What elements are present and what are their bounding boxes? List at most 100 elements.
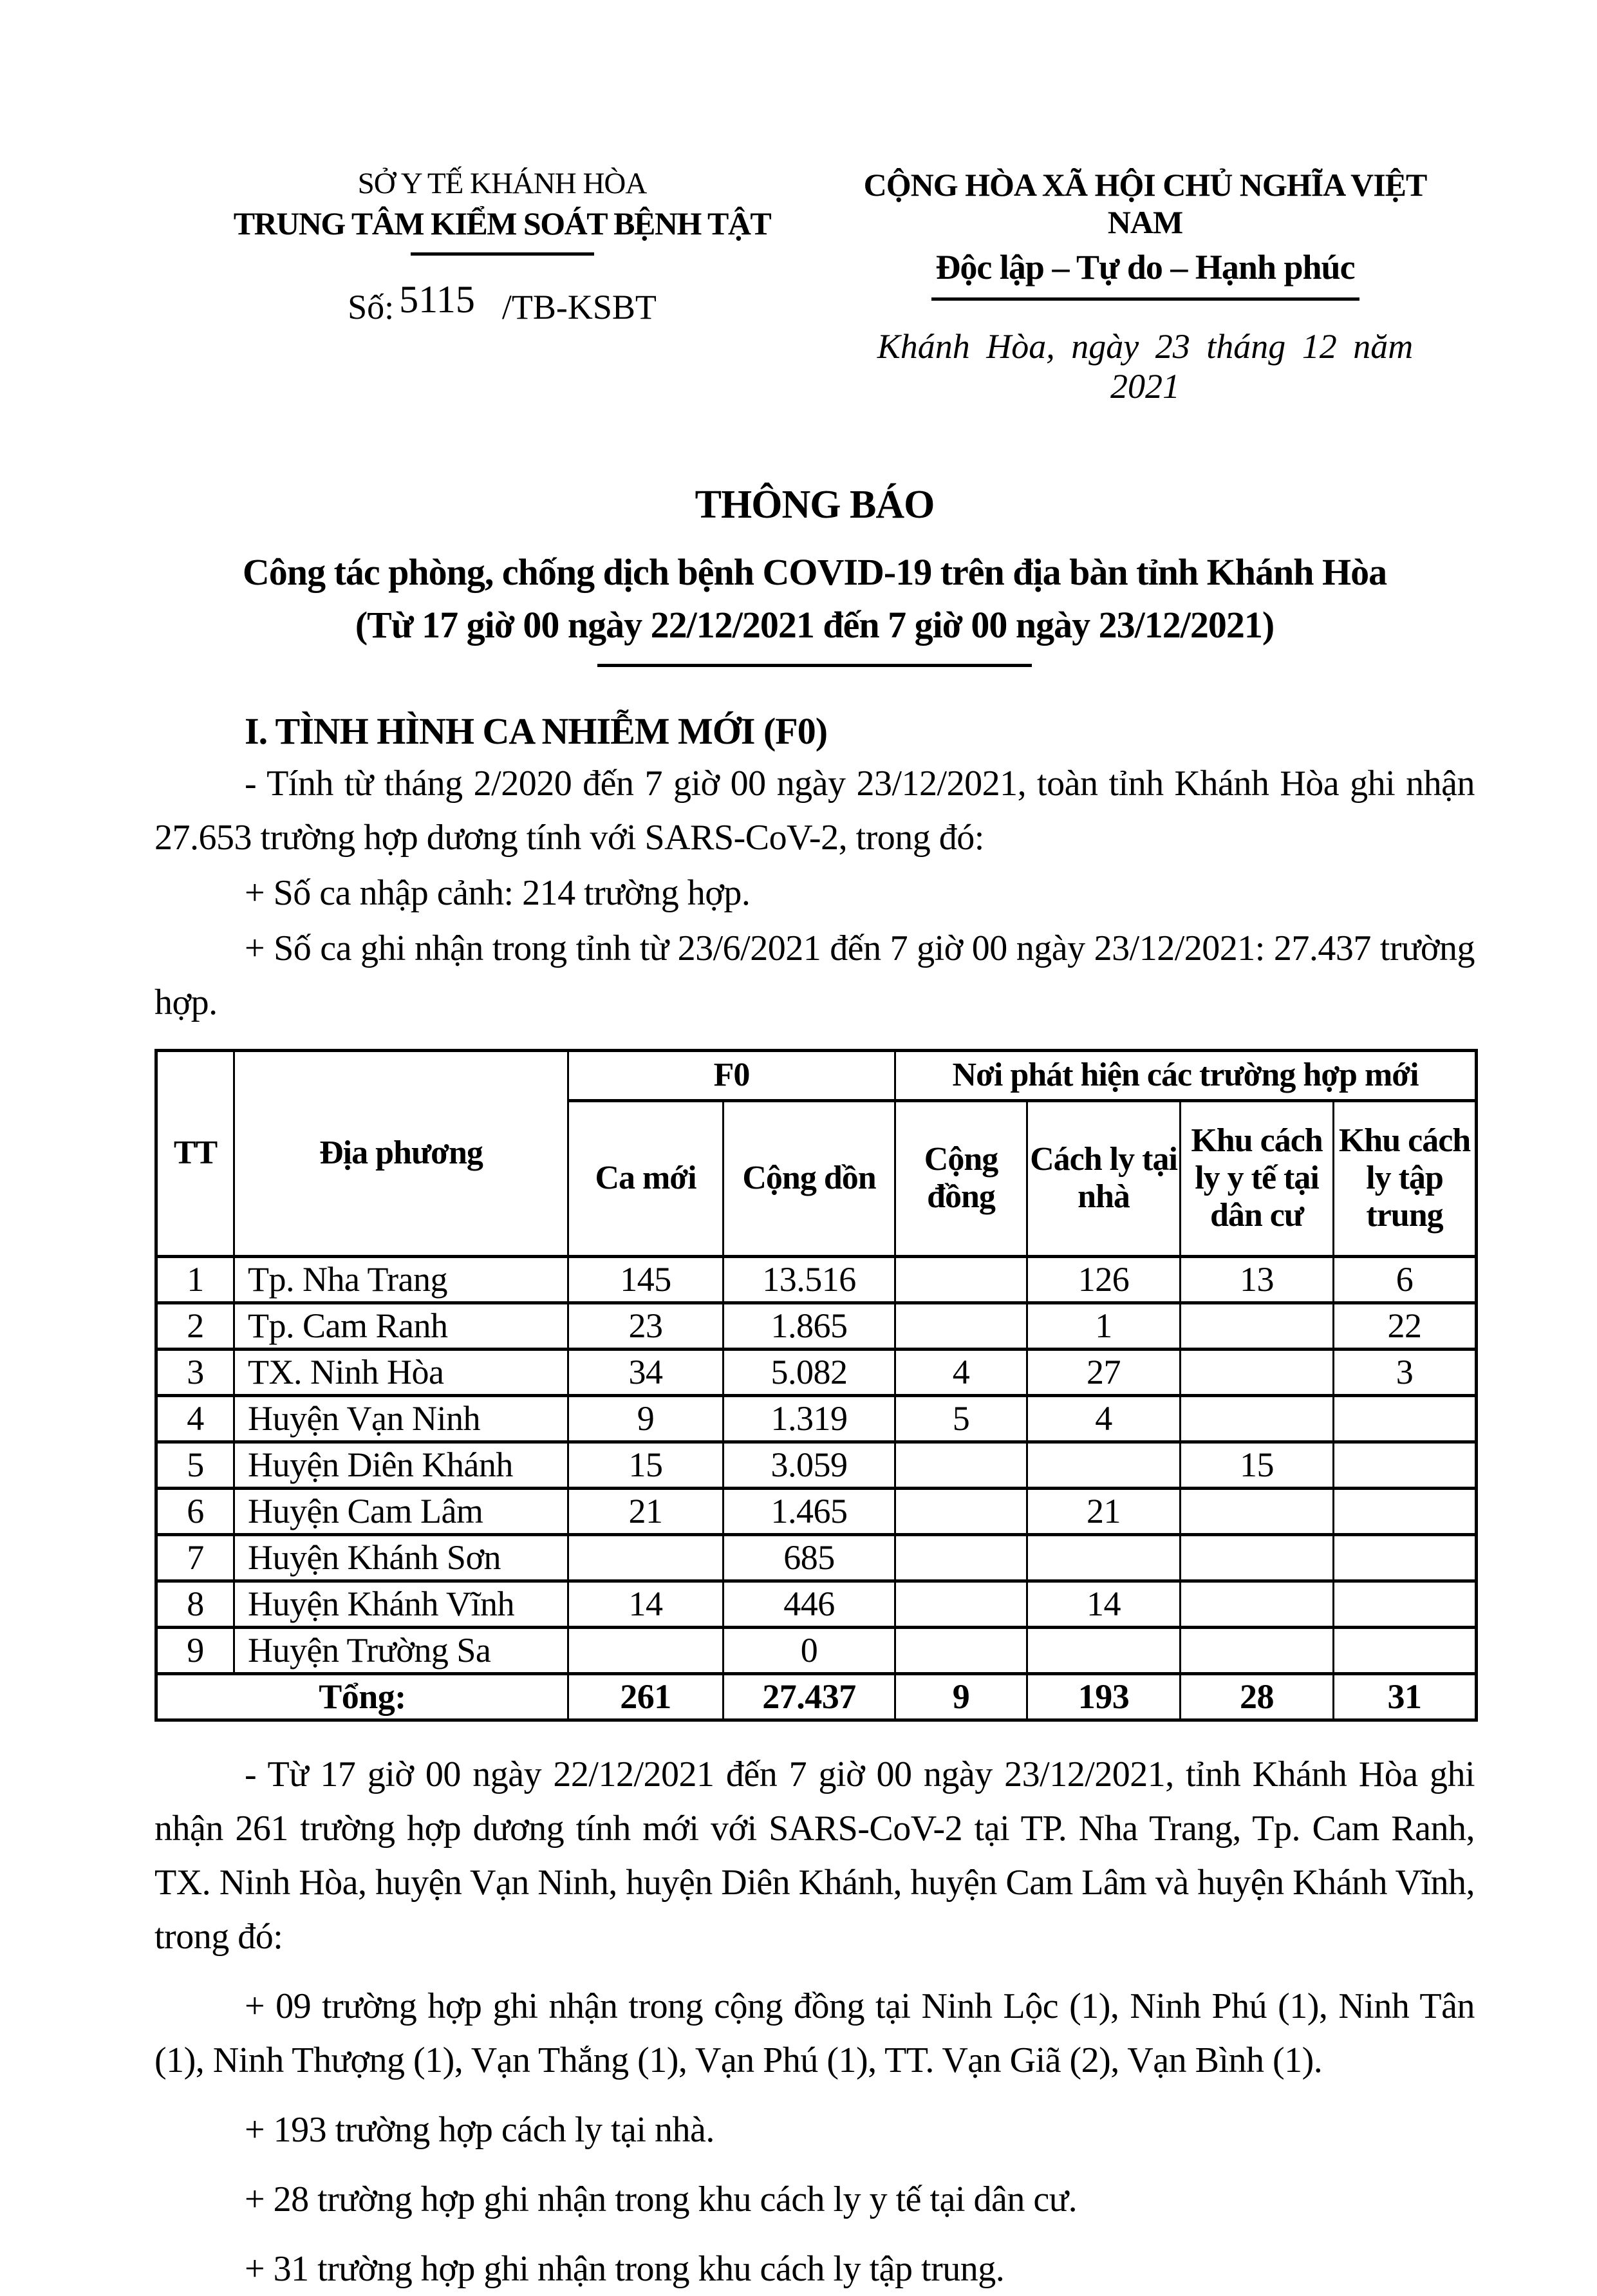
cell-home: 4 [1026,1394,1182,1443]
cell-central: 22 [1332,1301,1478,1350]
cell-cumulative: 13.516 [722,1255,897,1304]
document-subtitle-line1: Công tác phòng, chống dịch bệnh COVID-19… [242,551,1387,593]
col-header-central-quarantine: Khu cách ly tập trung [1332,1099,1478,1257]
document-title-block: THÔNG BÁO Công tác phòng, chống dịch bện… [154,482,1475,667]
cell-locality: Huyện Khánh Sơn [233,1533,569,1582]
cell-medical [1179,1626,1335,1675]
national-motto-line1: CỘNG HÒA XÃ HỘI CHỦ NGHĨA VIỆT NAM [863,167,1428,240]
cell-central [1332,1487,1478,1536]
total-cumulative: 27.437 [722,1672,897,1721]
cell-home [1026,1626,1182,1675]
cell-locality: Huyện Diên Khánh [233,1440,569,1489]
cell-home [1026,1440,1182,1489]
col-header-community: Cộng đồng [894,1099,1029,1257]
cell-home: 14 [1026,1579,1182,1628]
covid-statistics-table: TT Địa phương F0 Nơi phát hiện các trườn… [154,1048,1479,1722]
cell-locality: Huyện Khánh Vĩnh [233,1579,569,1628]
cell-home: 27 [1026,1348,1182,1397]
agency-parent-name: SỞ Y TẾ KHÁNH HÒA [357,167,648,200]
total-community: 9 [894,1672,1029,1721]
section-1-paragraph-2: + Số ca nhập cảnh: 214 trường hợp. [245,872,751,913]
cell-home: 1 [1026,1301,1182,1350]
cell-locality: Huyện Trường Sa [233,1626,569,1675]
document-subtitle-line2: (Từ 17 giờ 00 ngày 22/12/2021 đến 7 giờ … [355,604,1275,646]
total-home: 193 [1026,1672,1182,1721]
cell-medical [1179,1533,1335,1582]
cell-new [567,1533,724,1582]
cell-tt: 6 [155,1487,235,1536]
central-quarantine-paragraph: + 31 trường hợp ghi nhận trong khu cách … [245,2248,1005,2289]
cell-medical [1179,1394,1335,1443]
col-header-tt: TT [155,1049,235,1257]
cell-new: 145 [567,1255,724,1304]
document-title: THÔNG BÁO [695,483,935,527]
cell-cumulative: 1.319 [722,1394,897,1443]
cell-medical [1179,1348,1335,1397]
col-header-locality: Địa phương [233,1049,569,1257]
table-row: 8 Huyện Khánh Vĩnh 14 446 14 [155,1579,1478,1628]
cell-cumulative: 446 [722,1579,897,1628]
cell-community: 5 [894,1394,1029,1443]
cell-new: 34 [567,1348,724,1397]
doc-number-label: Số: [348,288,395,326]
col-header-new-cases: Ca mới [567,1099,724,1257]
cell-new: 21 [567,1487,724,1536]
cell-central: 6 [1332,1255,1478,1304]
place-and-date: Khánh Hòa, ngày 23 tháng 12 năm 2021 [877,327,1414,406]
total-central: 31 [1332,1672,1478,1721]
cell-community [894,1255,1029,1304]
section-1-heading: I. TÌNH HÌNH CA NHIỄM MỚI (F0) [245,710,828,752]
doc-number-value: 5115 [399,278,475,321]
doc-number-suffix: /TB-KSBT [501,288,657,326]
cell-tt: 8 [155,1579,235,1628]
total-medical: 28 [1179,1672,1335,1721]
cell-cumulative: 1.865 [722,1301,897,1350]
total-new: 261 [567,1672,724,1721]
cell-new: 15 [567,1440,724,1489]
cell-locality: TX. Ninh Hòa [233,1348,569,1397]
table-row: 7 Huyện Khánh Sơn 685 [155,1533,1478,1582]
document-number: Số: 5115/TB-KSBT [154,278,850,328]
cell-locality: Tp. Cam Ranh [233,1301,569,1350]
section-1-paragraph-3: + Số ca ghi nhận trong tỉnh từ 23/6/2021… [154,928,1475,1022]
issuing-agency-block: SỞ Y TẾ KHÁNH HÒA TRUNG TÂM KIỂM SOÁT BỆ… [154,166,850,328]
table-row: 4 Huyện Vạn Ninh 9 1.319 5 4 [155,1394,1478,1443]
col-group-f0: F0 [566,1049,897,1102]
cell-community [894,1626,1029,1675]
national-motto-line2: Độc lập – Tự do – Hạnh phúc [935,248,1355,287]
col-header-medical-quarantine: Khu cách ly y tế tại dân cư [1179,1099,1335,1257]
cell-tt: 2 [155,1301,235,1350]
cell-new: 14 [567,1579,724,1628]
section-1-paragraph-1: - Tính từ tháng 2/2020 đến 7 giờ 00 ngày… [154,763,1475,858]
letterhead: SỞ Y TẾ KHÁNH HÒA TRUNG TÂM KIỂM SOÁT BỆ… [154,166,1475,406]
cell-central [1332,1440,1478,1489]
cell-tt: 1 [155,1255,235,1304]
table-row: 1 Tp. Nha Trang 145 13.516 126 13 6 [155,1255,1478,1304]
col-header-home-quarantine: Cách ly tại nhà [1026,1099,1182,1257]
cell-cumulative: 5.082 [722,1348,897,1397]
cell-central [1332,1579,1478,1628]
summary-paragraph: - Từ 17 giờ 00 ngày 22/12/2021 đến 7 giờ… [154,1754,1475,1957]
cell-cumulative: 0 [722,1626,897,1675]
agency-name: TRUNG TÂM KIỂM SOÁT BỆNH TẬT [233,205,772,241]
cell-new [567,1626,724,1675]
agency-underline [410,252,594,256]
col-header-cumulative: Cộng dồn [722,1099,897,1257]
cell-tt: 7 [155,1533,235,1582]
home-quarantine-paragraph: + 193 trường hợp cách ly tại nhà. [245,2109,714,2150]
cell-home: 126 [1026,1255,1182,1304]
cell-medical: 15 [1179,1440,1335,1489]
table-total-row: Tổng: 261 27.437 9 193 28 31 [155,1672,1478,1721]
table-row: 2 Tp. Cam Ranh 23 1.865 1 22 [155,1301,1478,1350]
table-row: 5 Huyện Diên Khánh 15 3.059 15 [155,1440,1478,1489]
cell-cumulative: 1.465 [722,1487,897,1536]
cell-central [1332,1533,1478,1582]
medical-quarantine-paragraph: + 28 trường hợp ghi nhận trong khu cách … [245,2179,1078,2219]
cell-locality: Huyện Cam Lâm [233,1487,569,1536]
national-header-block: CỘNG HÒA XÃ HỘI CHỦ NGHĨA VIỆT NAM Độc l… [850,166,1441,406]
community-cases-paragraph: + 09 trường hợp ghi nhận trong cộng đồng… [154,1986,1475,2080]
cell-locality: Huyện Vạn Ninh [233,1394,569,1443]
cell-medical [1179,1301,1335,1350]
cell-community [894,1440,1029,1489]
cell-cumulative: 685 [722,1533,897,1582]
